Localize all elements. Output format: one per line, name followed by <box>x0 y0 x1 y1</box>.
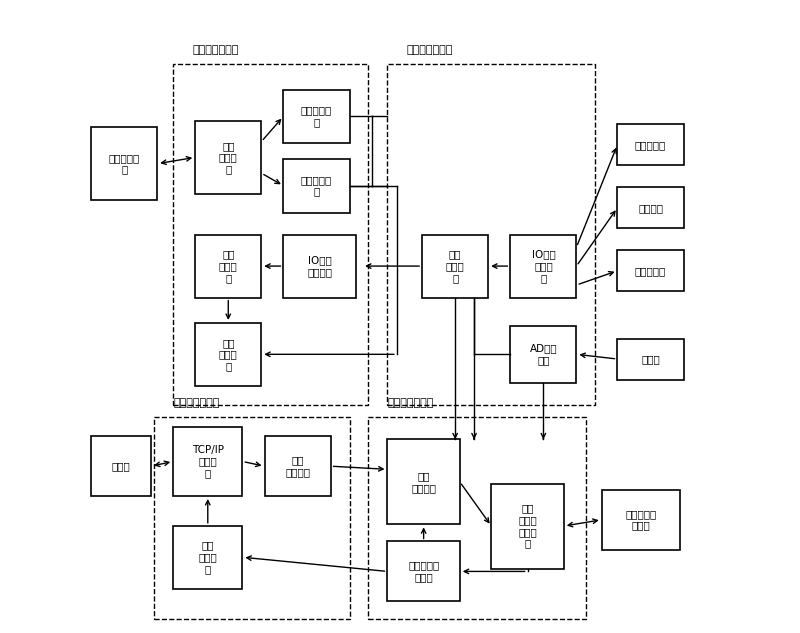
Text: AD转换
单元: AD转换 单元 <box>530 344 557 365</box>
Text: 运动
规划单元: 运动 规划单元 <box>411 471 436 492</box>
Bar <box>387 65 595 404</box>
Text: 参数输入单
元: 参数输入单 元 <box>301 106 332 127</box>
Text: IO状态
显示单元: IO状态 显示单元 <box>307 255 332 277</box>
Text: 人机交互模
块: 人机交互模 块 <box>109 153 140 175</box>
Bar <box>510 235 577 298</box>
Text: 网络通信子模块: 网络通信子模块 <box>173 398 219 408</box>
Text: 系统界面子模块: 系统界面子模块 <box>192 45 238 55</box>
Text: 状态监控子模块: 状态监控子模块 <box>406 45 453 55</box>
Bar <box>387 439 460 525</box>
Text: 运动
控制器
接口单
元: 运动 控制器 接口单 元 <box>518 504 537 548</box>
Text: 开关模块: 开关模块 <box>638 203 663 213</box>
Bar <box>491 484 564 568</box>
Bar <box>154 417 350 619</box>
Bar <box>91 127 158 200</box>
Text: 命令
解析单元: 命令 解析单元 <box>285 455 310 477</box>
Text: 局域网: 局域网 <box>112 461 130 471</box>
Text: IO信号
读取单
元: IO信号 读取单 元 <box>531 249 555 283</box>
Bar <box>369 417 586 619</box>
Bar <box>195 235 262 298</box>
Text: 操作杆: 操作杆 <box>641 354 660 364</box>
Text: 多轴运动控
制模块: 多轴运动控 制模块 <box>626 509 657 530</box>
Text: 传感器模块: 传感器模块 <box>635 266 666 276</box>
Bar <box>422 235 488 298</box>
Bar <box>173 427 242 496</box>
Bar <box>510 326 577 383</box>
Bar <box>283 159 350 213</box>
Text: 状态
显示单
元: 状态 显示单 元 <box>219 249 238 283</box>
Text: 运动调整子模块: 运动调整子模块 <box>387 398 434 408</box>
Text: 坐标标定单
元: 坐标标定单 元 <box>301 175 332 196</box>
Text: 逻辑
控制单
元: 逻辑 控制单 元 <box>446 249 465 283</box>
Bar <box>283 235 356 298</box>
Bar <box>173 65 369 404</box>
Bar <box>618 187 684 229</box>
Bar <box>195 121 262 194</box>
Bar <box>387 541 460 601</box>
Text: 数据
上传单
元: 数据 上传单 元 <box>198 541 217 574</box>
Bar <box>265 436 330 496</box>
Text: 电机状态读
取单元: 电机状态读 取单元 <box>408 561 439 582</box>
Bar <box>91 436 151 496</box>
Bar <box>602 490 681 549</box>
Text: 指示灯模块: 指示灯模块 <box>635 140 666 150</box>
Bar <box>618 250 684 291</box>
Bar <box>618 124 684 165</box>
Bar <box>283 90 350 143</box>
Text: TCP/IP
接口单
元: TCP/IP 接口单 元 <box>192 445 224 478</box>
Bar <box>618 339 684 380</box>
Text: 系统
设定单
元: 系统 设定单 元 <box>219 141 238 174</box>
Bar <box>173 526 242 589</box>
Bar <box>195 323 262 386</box>
Text: 位姿
显示单
元: 位姿 显示单 元 <box>219 338 238 371</box>
